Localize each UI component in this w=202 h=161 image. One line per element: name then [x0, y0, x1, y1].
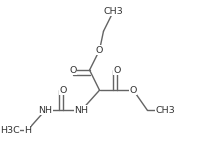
Text: H3C: H3C [0, 126, 19, 135]
Text: O: O [59, 86, 67, 95]
Text: NH: NH [74, 106, 88, 115]
Text: H: H [24, 126, 31, 135]
Text: O: O [95, 46, 103, 55]
Text: CH3: CH3 [103, 7, 123, 16]
Text: O: O [69, 66, 77, 75]
Text: O: O [113, 66, 121, 75]
Text: NH: NH [38, 106, 52, 115]
Text: O: O [129, 86, 136, 95]
Text: CH3: CH3 [155, 106, 174, 115]
